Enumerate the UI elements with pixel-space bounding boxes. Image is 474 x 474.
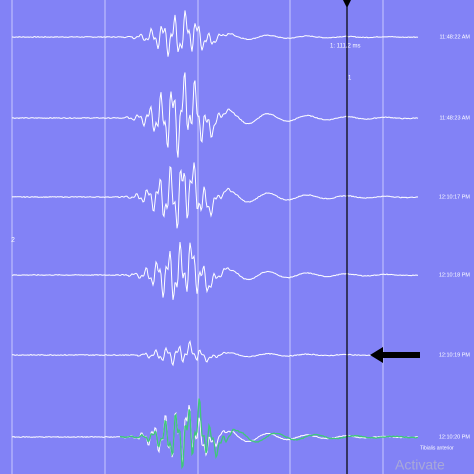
cursor-label: 1: 111.2 ms (330, 44, 360, 50)
arrow (370, 347, 420, 363)
arrow-head (370, 347, 383, 363)
cursor-marker: 1 (348, 76, 352, 82)
trace (11, 72, 419, 158)
timestamp: 12:10:17 PM (439, 194, 471, 200)
timestamp: 12:10:18 PM (439, 272, 471, 278)
watermark: Activate (395, 457, 445, 473)
grid (11, 0, 384, 474)
timestamp: 11:48:22 AM (440, 34, 471, 40)
trace (12, 340, 419, 367)
trace-overlay (119, 398, 419, 470)
timestamp: 12:10:20 PM (439, 434, 471, 440)
timestamp: 12:10:19 PM (439, 352, 471, 358)
marker-left: 2 (11, 237, 15, 244)
trace (12, 10, 419, 57)
timestamp: 11:48:23 AM (440, 115, 471, 121)
channel-label: Tibialis anterior (420, 445, 454, 451)
cursor-handle[interactable] (343, 0, 351, 8)
trace (12, 242, 418, 300)
arrow-shaft (380, 352, 420, 358)
traces: 11:48:22 AM 11:48:23 AM 12:10:17 PM 12:10:1… (11, 10, 471, 470)
trace (11, 162, 419, 229)
